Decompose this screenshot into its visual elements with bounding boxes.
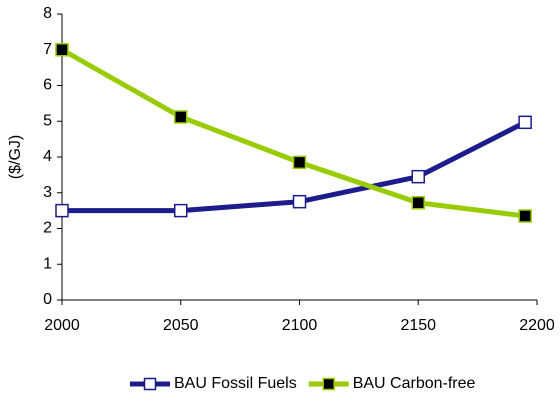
x-tick-label: 2150 (400, 317, 436, 334)
y-tick-label: 8 (43, 5, 52, 22)
legend-marker (143, 377, 157, 391)
point (55, 43, 69, 57)
y-axis-label: ($/GJ) (7, 135, 24, 179)
y-tick-label: 7 (43, 41, 52, 58)
series-line (60, 47, 526, 219)
legend-label: BAU Carbon-free (353, 375, 476, 392)
y-tick-label: 5 (43, 112, 52, 129)
y-tick-label: 1 (43, 255, 52, 272)
x-tick-label: 2050 (163, 317, 199, 334)
y-tick-label: 3 (43, 184, 52, 201)
y-tick-label: 4 (43, 148, 52, 165)
point (411, 196, 425, 210)
point (174, 203, 188, 218)
point (55, 203, 69, 218)
x-tick-label: 2200 (519, 317, 555, 334)
y-tick-label: 0 (43, 291, 52, 308)
point (518, 115, 532, 130)
point (292, 194, 307, 209)
point (518, 209, 532, 223)
point (411, 169, 425, 184)
point (292, 155, 307, 170)
x-tick-label: 2100 (282, 317, 318, 334)
legend-label: BAU Fossil Fuels (174, 375, 297, 392)
legend-marker (322, 377, 335, 391)
y-tick-label: 6 (43, 77, 52, 94)
y-tick-label: 2 (43, 220, 52, 237)
point (174, 110, 188, 124)
x-tick-label: 2000 (44, 317, 80, 334)
